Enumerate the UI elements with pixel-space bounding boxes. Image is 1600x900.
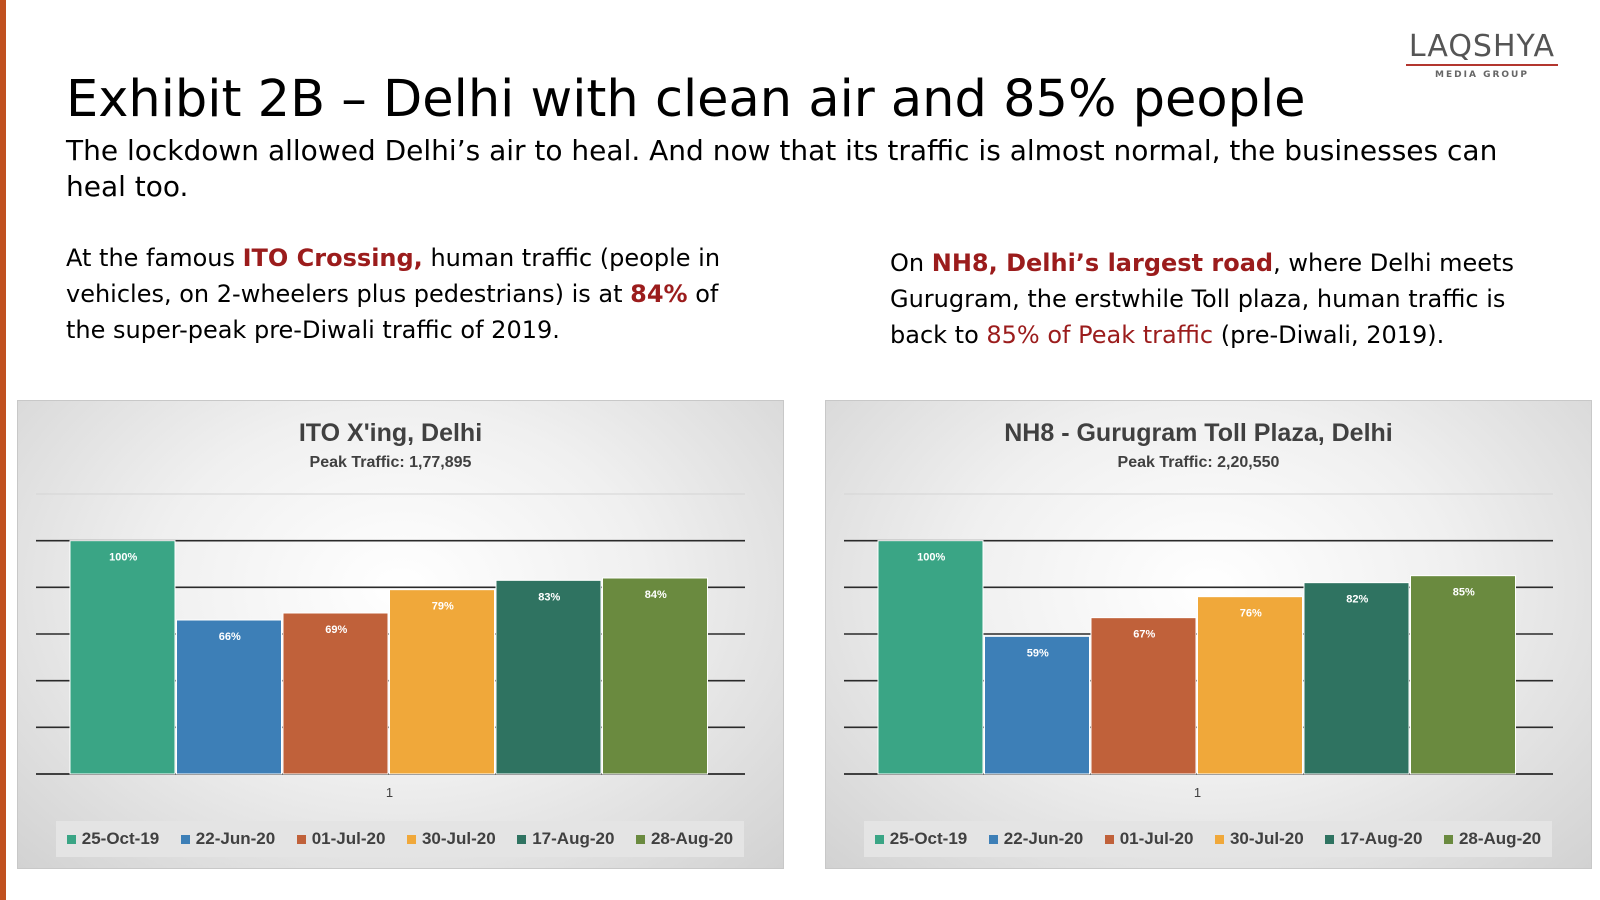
- bar-data-label: 66%: [219, 631, 241, 643]
- x-tick-label: 1: [386, 785, 393, 800]
- legend-label: 22-Jun-20: [1003, 829, 1084, 848]
- bar-25-Oct-19: [69, 540, 176, 775]
- ito-text-2: human traffic (people in vehicles, on 2-…: [66, 244, 721, 308]
- bar-17-Aug-20: [1303, 582, 1410, 775]
- bar-28-Aug-20: [602, 577, 708, 775]
- legend-swatch: [635, 834, 645, 844]
- bar-data-label: 69%: [325, 624, 347, 636]
- bar-22-Jun-20: [984, 635, 1090, 775]
- accent-bar: [0, 0, 6, 900]
- ito-highlight-location: ITO Crossing,: [242, 244, 423, 272]
- legend-item: 17-Aug-20: [517, 829, 614, 849]
- legend-item: 25-Oct-19: [66, 829, 160, 849]
- logo-wordmark: LAQSHYA: [1408, 29, 1556, 64]
- chart-canvas: ITO X'ing, Delhi Peak Traffic: 1,77,895 10…: [36, 419, 745, 800]
- legend-swatch: [988, 834, 998, 844]
- legend-label: 28-Aug-20: [1458, 829, 1542, 848]
- chart-title: ITO X'ing, Delhi: [299, 419, 482, 447]
- ito-highlight-percent: 84%: [630, 280, 688, 308]
- bar-30-Jul-20: [1197, 596, 1303, 775]
- bar-01-Jul-20: [282, 612, 389, 775]
- legend-label: 01-Jul-20: [311, 829, 386, 848]
- nh8-text-2: , where Delhi meets Gurugram, the erstwh…: [890, 249, 1514, 349]
- bar-data-label: 85%: [1453, 587, 1475, 599]
- legend-swatch: [66, 834, 76, 844]
- bar-01-Jul-20: [1090, 617, 1197, 775]
- bar-data-label: 59%: [1027, 647, 1049, 659]
- x-tick-label: 1: [1194, 785, 1201, 800]
- legend-label: 25-Oct-19: [81, 829, 160, 848]
- legend-swatch: [1325, 834, 1335, 844]
- legend-label: 17-Aug-20: [1340, 829, 1423, 848]
- bar-data-label: 82%: [1346, 594, 1368, 606]
- bar-data-label: 67%: [1133, 629, 1155, 641]
- bar-22-Jun-20: [176, 619, 282, 775]
- legend-swatch: [517, 834, 527, 844]
- bar-data-label: 100%: [917, 552, 945, 564]
- ito-description: At the famous ITO Crossing, human traffi…: [66, 240, 756, 348]
- legend-label: 17-Aug-20: [532, 829, 615, 848]
- legend-label: 30-Jul-20: [421, 829, 496, 848]
- chart-canvas: NH8 - Gurugram Toll Plaza, Delhi Peak Tra…: [844, 419, 1553, 800]
- legend-item: 22-Jun-20: [180, 829, 276, 849]
- chart-legend: 25-Oct-19 22-Jun-20 01-Jul-20 30-Jul-20 17-A…: [864, 821, 1552, 857]
- nh8-text-1: On: [890, 249, 932, 277]
- legend-swatch: [406, 834, 416, 844]
- legend-label: 22-Jun-20: [195, 829, 276, 848]
- legend-item: 28-Aug-20: [1443, 829, 1542, 849]
- nh8-highlight-percent: 85% of Peak traffic: [986, 321, 1214, 349]
- bar-data-label: 100%: [109, 552, 137, 564]
- chart-legend: 25-Oct-19 22-Jun-20 01-Jul-20 30-Jul-20 17-A…: [56, 821, 744, 857]
- legend-swatch: [1104, 834, 1114, 844]
- ito-text-1: At the famous: [66, 244, 243, 272]
- legend-label: 28-Aug-20: [650, 829, 734, 848]
- bar-17-Aug-20: [495, 579, 602, 775]
- legend-swatch: [296, 834, 306, 844]
- legend-item: 01-Jul-20: [296, 829, 386, 849]
- bar-25-Oct-19: [877, 540, 984, 775]
- legend-item: 30-Jul-20: [1214, 829, 1304, 849]
- legend-swatch: [874, 834, 884, 844]
- legend-swatch: [1443, 834, 1453, 844]
- nh8-chart: NH8 - Gurugram Toll Plaza, Delhi Peak Tra…: [825, 400, 1592, 869]
- legend-label: 01-Jul-20: [1119, 829, 1194, 848]
- legend-swatch: [180, 834, 190, 844]
- chart-title: NH8 - Gurugram Toll Plaza, Delhi: [1004, 419, 1393, 447]
- logo-underline: [1406, 64, 1558, 66]
- legend-label: 25-Oct-19: [889, 829, 968, 848]
- nh8-highlight-road: NH8, Delhi’s largest road: [931, 249, 1274, 277]
- bar-30-Jul-20: [389, 589, 495, 775]
- legend-item: 28-Aug-20: [635, 829, 734, 849]
- legend-item: 25-Oct-19: [874, 829, 968, 849]
- bar-28-Aug-20: [1410, 575, 1516, 775]
- bar-data-label: 83%: [538, 591, 560, 603]
- bar-data-label: 79%: [432, 601, 454, 613]
- ito-text-3: of the super-peak pre-Diwali traffic of …: [66, 280, 719, 344]
- bar-data-label: 84%: [645, 589, 667, 601]
- chart-subtitle: Peak Traffic: 2,20,550: [1118, 454, 1280, 471]
- bar-data-label: 76%: [1240, 608, 1262, 620]
- nh8-text-3: (pre-Diwali, 2019).: [1213, 321, 1445, 349]
- page-title: Exhibit 2B – Delhi with clean air and 85…: [66, 70, 1306, 129]
- legend-item: 22-Jun-20: [988, 829, 1084, 849]
- logo: LAQSHYA MEDIA GROUP: [1402, 30, 1562, 80]
- logo-tagline: MEDIA GROUP: [1435, 70, 1529, 80]
- page-subtitle: The lockdown allowed Delhi’s air to heal…: [66, 134, 1498, 203]
- nh8-description: On NH8, Delhi’s largest road, where Delh…: [890, 245, 1540, 353]
- legend-item: 30-Jul-20: [406, 829, 496, 849]
- legend-item: 17-Aug-20: [1325, 829, 1422, 849]
- legend-swatch: [1214, 834, 1224, 844]
- legend-label: 30-Jul-20: [1229, 829, 1304, 848]
- chart-subtitle: Peak Traffic: 1,77,895: [310, 454, 472, 471]
- ito-chart: ITO X'ing, Delhi Peak Traffic: 1,77,895 10…: [17, 400, 784, 869]
- legend-item: 01-Jul-20: [1104, 829, 1194, 849]
